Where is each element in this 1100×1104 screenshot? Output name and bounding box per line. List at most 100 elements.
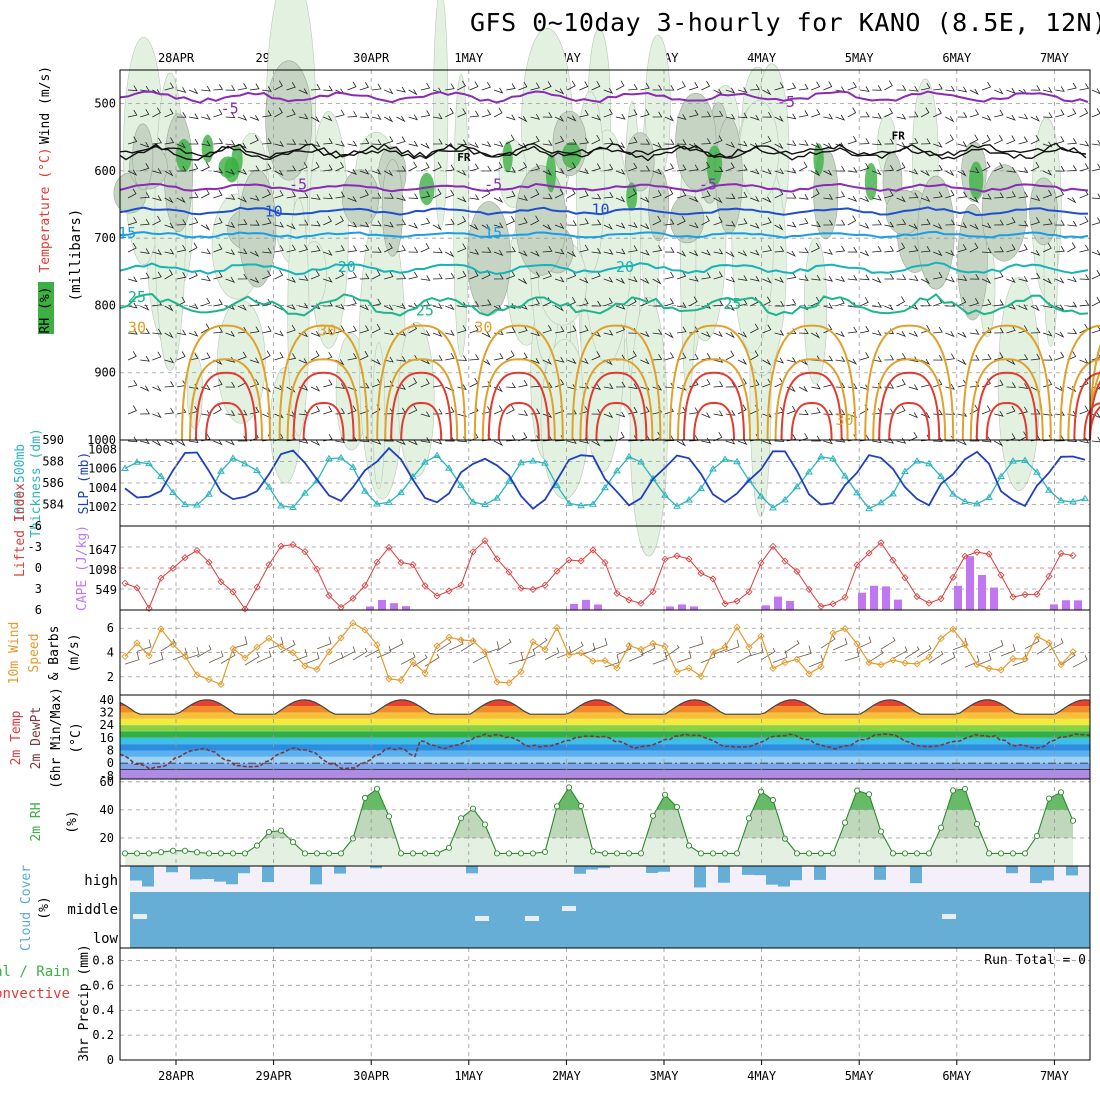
contour-label: -5 [484, 176, 502, 194]
wind-barb [750, 275, 760, 282]
temp2m-label-3: (6hr Min/Max) [49, 687, 64, 789]
bottom-date-label: 30APR [353, 1069, 390, 1083]
temp-tick: 32 [100, 705, 114, 719]
wind-barb [469, 110, 480, 118]
rh-marker [649, 812, 657, 819]
top-date-label: 5MAY [845, 51, 875, 65]
thickness-marker [325, 454, 333, 462]
cloud-high-bar [466, 866, 478, 874]
rh-marker [1009, 850, 1017, 857]
temp-band [120, 731, 1090, 738]
wind-barb [1042, 87, 1053, 93]
wind-barb [542, 270, 552, 280]
wind-barb [737, 331, 748, 338]
wind-barb [832, 637, 848, 651]
rh-marker [841, 819, 849, 826]
cloud-high-bar [754, 866, 766, 876]
wind-barb [945, 276, 955, 283]
wind-barb [652, 111, 663, 118]
wind-barb [262, 270, 272, 280]
wind-barb [184, 646, 200, 660]
wind-barb [952, 637, 968, 651]
temp-contour-lowlevel [595, 401, 638, 441]
wind-barb [323, 115, 333, 122]
cloud-gap [475, 916, 489, 921]
wind-barb [396, 439, 406, 446]
rh-marker [373, 785, 381, 792]
wind-barb [408, 377, 418, 388]
wind-barb [1006, 325, 1016, 334]
wind-barb [237, 409, 248, 416]
rh-marker [421, 850, 429, 857]
wind-barb [737, 191, 748, 199]
wind-barb [957, 170, 967, 177]
cape-bar [894, 599, 902, 610]
wind-barb [506, 190, 516, 199]
thickness-marker [289, 503, 297, 511]
li-marker [145, 604, 153, 612]
wind-barb [176, 197, 186, 204]
wind-barb [530, 114, 541, 120]
rh-marker [265, 829, 273, 836]
temp-line [119, 699, 1091, 715]
wind-barb [237, 196, 248, 203]
wind-barb [127, 405, 137, 415]
wind-barb [567, 220, 577, 226]
wind-barb [591, 248, 602, 254]
rh-marker [853, 787, 861, 794]
wind-marker [577, 649, 585, 657]
rh2m-label: 2m RH [29, 802, 44, 841]
li-marker [613, 589, 621, 597]
wind-barb [896, 296, 905, 307]
rh-marker [433, 850, 441, 857]
wind-barb [725, 276, 736, 283]
wind-barb [994, 192, 1004, 199]
wind-barb [262, 163, 272, 172]
wind-barb [225, 194, 236, 200]
wind-barb [713, 410, 724, 417]
wind-barb [904, 646, 920, 659]
temp-contour-lowlevel [376, 324, 467, 441]
wind-barb [737, 378, 747, 388]
rh-marker [1021, 850, 1029, 857]
wind-barb [798, 328, 809, 334]
wind-barb [237, 351, 247, 361]
wind-barb [432, 438, 443, 445]
wind-barb [798, 140, 809, 146]
thickness-marker [337, 453, 345, 461]
thickness-marker [529, 456, 537, 464]
wind-barb [640, 196, 650, 203]
thickness-marker [457, 481, 465, 488]
wind-barb [689, 196, 699, 203]
wind-barb [591, 219, 602, 226]
wind-barb [164, 197, 174, 204]
wind-tick: 4 [107, 646, 114, 660]
wind-barb [152, 351, 162, 361]
wind-barb [762, 217, 772, 226]
cape-bar [870, 585, 878, 610]
rh-legend-swatch [38, 282, 54, 334]
wind-barb [400, 652, 416, 665]
wind-barb [737, 140, 748, 147]
rh-marker [181, 847, 189, 854]
wind-barb [1055, 165, 1065, 172]
temp-contour-lowlevel [278, 324, 369, 441]
li-marker [625, 596, 633, 604]
thickness-marker [661, 491, 669, 498]
thickness-marker [205, 490, 213, 497]
wind-barb [713, 299, 724, 307]
rh-high [813, 143, 824, 176]
wind-barb [835, 245, 846, 253]
wind-barb [176, 329, 187, 336]
wind-barb [323, 379, 333, 388]
wind-marker [769, 664, 777, 673]
wind-barb [152, 168, 162, 174]
wind-barb [603, 248, 614, 255]
cloud-high-bar [598, 866, 610, 869]
wind-barb [554, 248, 565, 255]
wind-barb [945, 189, 955, 199]
wind-barb [408, 114, 419, 121]
wind-barb [786, 405, 796, 415]
contour-label: -5 [221, 100, 239, 118]
wind-barb [127, 188, 137, 199]
